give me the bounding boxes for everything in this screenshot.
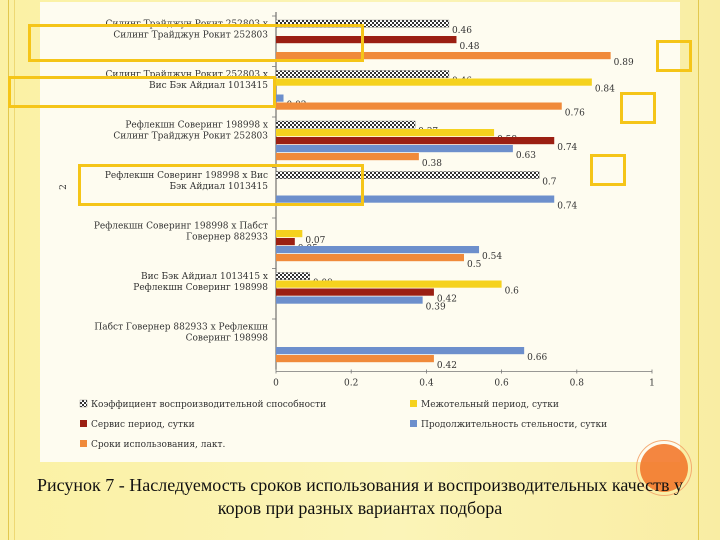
data-label: 0.39 (426, 303, 446, 313)
legend-swatch (80, 420, 87, 427)
category-label: Вис Бэк Айдиал 1013415 х (141, 272, 268, 282)
legend-swatch (80, 440, 87, 447)
bar-1 (275, 70, 450, 78)
data-label: 0.42 (437, 295, 457, 305)
bar-3 (276, 137, 555, 145)
highlight-box-row2-label (8, 76, 276, 108)
category-label: Соверинг 198998 (186, 334, 269, 344)
bar-1 (275, 171, 540, 179)
bar-3 (276, 288, 434, 296)
highlight-box-right-3 (590, 154, 626, 186)
data-label: 0.6 (505, 287, 520, 297)
data-label: 0.7 (542, 178, 557, 188)
data-label: 0.74 (557, 143, 577, 153)
bar-5 (276, 102, 562, 110)
bar-chart: 2 Силинг Трайджун Рокит 252803 х Силинг Тр… (59, 12, 655, 450)
legend-label: Продолжительность стельности, сутки (421, 420, 607, 430)
data-label: 0.54 (482, 252, 502, 262)
bar-4 (276, 145, 513, 153)
category-label: Пабст Говернер 882933 х Рефлекшн (94, 322, 268, 333)
slide-edge-line-inner (14, 0, 15, 540)
slide-edge-line (8, 0, 9, 540)
bar-5 (276, 52, 611, 60)
bar-4 (276, 94, 284, 102)
legend-label: Коэффициент воспроизводительной способно… (91, 399, 326, 410)
category-label: Силинг Трайджун Рокит 252803 х (105, 70, 268, 80)
category-label: Говернер 882933 (186, 233, 268, 243)
category-label: Рефлекшн Соверинг 198998 (133, 283, 268, 293)
data-label: 0.07 (305, 236, 325, 246)
data-label: 0.5 (467, 260, 482, 270)
bar-1 (275, 120, 416, 129)
data-label: 0.63 (516, 151, 536, 161)
category-label: Вис Бэк Айдиал 1013415 (149, 81, 268, 91)
bar-3 (276, 238, 295, 246)
figure-caption: Рисунок 7 - Наследуемость сроков использ… (37, 475, 683, 518)
data-label: 0.84 (595, 85, 615, 95)
x-tick-label: 1 (649, 379, 655, 389)
highlight-box-right-2 (620, 92, 656, 124)
slide-edge-line-right (698, 0, 699, 540)
bar-5 (276, 355, 434, 363)
x-tick-label: 0.2 (344, 379, 358, 389)
category-label: Бэк Айдиал 1013415 (169, 182, 268, 192)
bar-4 (276, 246, 480, 254)
data-label: 0.76 (565, 109, 585, 119)
highlight-box-row1-label (28, 24, 364, 62)
data-label: 0.48 (459, 42, 479, 52)
y-axis-label: 2 (59, 184, 69, 190)
bar-2 (276, 280, 502, 288)
bar-2 (276, 230, 303, 238)
decorative-circle (636, 440, 692, 496)
x-tick-label: 0.6 (494, 379, 509, 389)
legend-label: Сервис период, сутки (91, 420, 195, 430)
bar-3 (276, 36, 457, 44)
x-tick-label: 0 (273, 379, 279, 389)
bar-1 (275, 272, 310, 280)
x-tick-label: 0.4 (419, 379, 434, 389)
data-label: 0.46 (452, 26, 472, 36)
legend-label: Сроки использования, лакт. (91, 440, 225, 450)
category-label: Силинг Трайджун Рокит 252803 (113, 31, 268, 41)
bar-4 (276, 195, 555, 203)
data-label: 0.66 (527, 353, 547, 363)
bar-5 (276, 153, 419, 161)
data-label: 0.74 (557, 202, 577, 212)
category-label: Рефлекшн Соверинг 198998 х Вис (105, 171, 268, 181)
highlight-box-right-1 (656, 40, 692, 72)
legend-swatch (79, 399, 88, 408)
legend-label: Межотельный период, сутки (421, 400, 559, 410)
bar-2 (276, 129, 495, 137)
bar-4 (276, 347, 525, 355)
category-label: Рефлекшн Соверинг 198998 х Пабст (94, 221, 268, 232)
x-tick-label: 0.8 (570, 379, 585, 389)
category-label: Силинг Трайджун Рокит 252803 (113, 132, 268, 142)
highlight-box-row4-label (78, 164, 364, 206)
bar-4 (276, 296, 423, 304)
bar-5 (276, 254, 464, 262)
legend-swatch (410, 420, 417, 427)
data-label: 0.42 (437, 361, 457, 371)
legend-swatch (410, 400, 417, 407)
category-label: Рефлекшн Соверинг 198998 х (125, 121, 268, 131)
chart-panel: 2 Силинг Трайджун Рокит 252803 х Силинг Тр… (40, 2, 680, 462)
data-label: 0.89 (614, 58, 634, 68)
data-label: 0.38 (422, 159, 442, 169)
bar-2 (276, 78, 592, 86)
